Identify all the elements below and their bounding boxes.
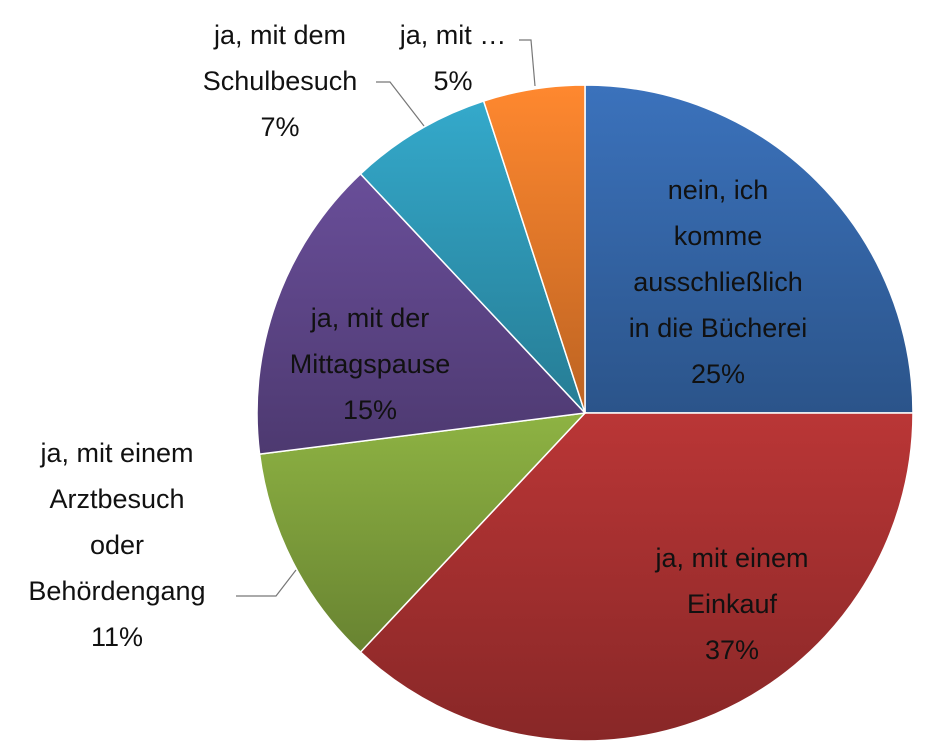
slice-category-label-0: nein, ich xyxy=(668,175,769,205)
slice-category-label-5: ja, mit … xyxy=(399,20,507,50)
slice-category-label-3: ja, mit der xyxy=(310,303,430,333)
slice-category-label-2: oder xyxy=(90,530,144,560)
pie-slice-4 xyxy=(359,100,586,414)
slice-category-label-2: Behördengang xyxy=(28,576,205,606)
slice-category-label-4: Schulbesuch xyxy=(203,66,358,96)
pie-slices xyxy=(256,84,914,742)
leader-lines xyxy=(236,39,536,597)
slice-percent-label-2: 11% xyxy=(91,622,143,652)
leader-line-2 xyxy=(236,569,297,597)
slice-percent-label-3: 15% xyxy=(343,395,397,425)
slice-percent-label-4: 7% xyxy=(260,112,299,142)
pie-slice-2 xyxy=(258,411,587,654)
pie-slice-1 xyxy=(359,412,914,742)
slice-category-label-1: Einkauf xyxy=(687,589,778,619)
slice-category-label-0: ausschließlich xyxy=(633,267,803,297)
slice-labels: nein, ich komme ausschließlich in die Büche… xyxy=(28,20,808,665)
slice-percent-label-5: 5% xyxy=(433,66,472,96)
slice-percent-label-0: 25% xyxy=(691,359,745,389)
slice-percent-label-1: 37% xyxy=(705,635,759,665)
slice-category-label-2: Arztbesuch xyxy=(49,484,184,514)
pie-slice-0 xyxy=(584,84,914,414)
pie-slice-5 xyxy=(482,84,586,414)
pie-slice-3 xyxy=(256,172,587,455)
slice-category-label-2: ja, mit einem xyxy=(39,438,193,468)
slice-category-label-4: ja, mit dem xyxy=(213,20,346,50)
leader-line-4 xyxy=(376,81,425,127)
leader-line-5 xyxy=(519,39,536,87)
slice-category-label-3: Mittagspause xyxy=(290,349,451,379)
slice-category-label-0: komme xyxy=(674,221,763,251)
slice-category-label-0: in die Bücherei xyxy=(629,313,808,343)
slice-category-label-1: ja, mit einem xyxy=(654,543,808,573)
